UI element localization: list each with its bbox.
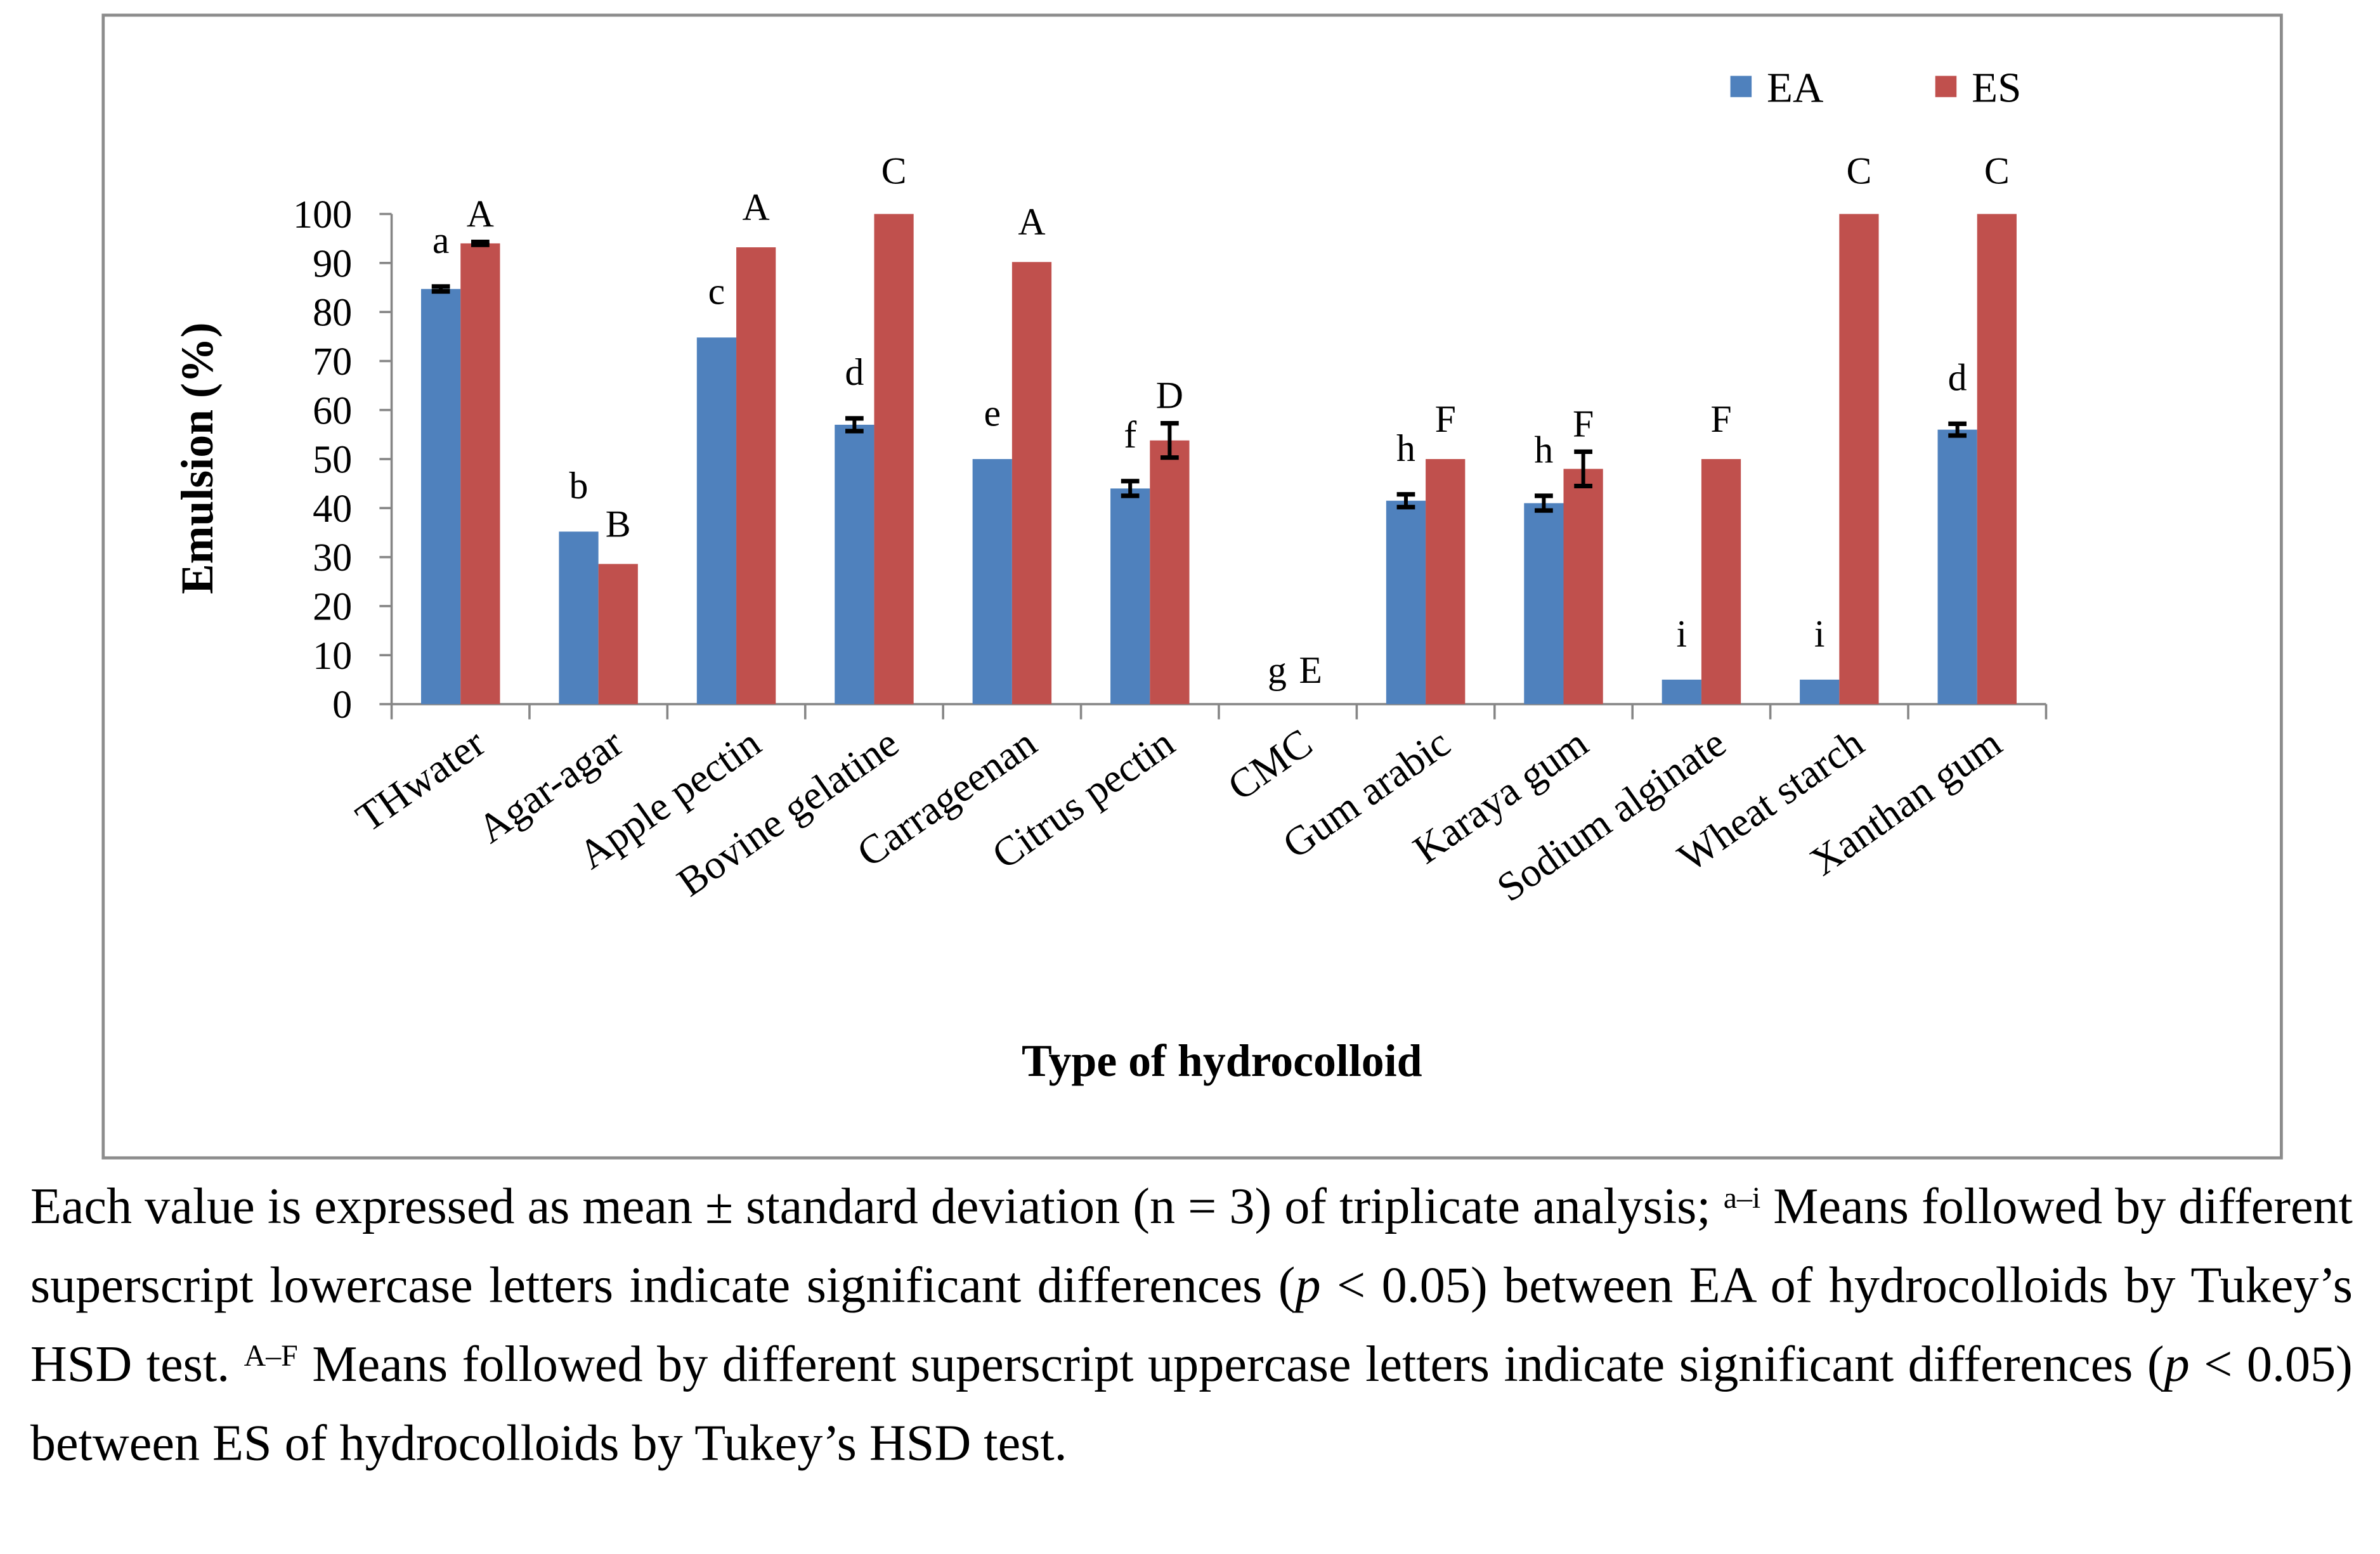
significance-letter: h [1534, 429, 1553, 470]
bar-es [1839, 214, 1879, 704]
caption-text: Means followed by different superscript … [297, 1337, 2164, 1394]
caption-sup: A–F [244, 1340, 298, 1374]
significance-letter: g [1268, 649, 1287, 691]
y-tick-label: 70 [313, 340, 352, 384]
bar-ea [1386, 500, 1426, 704]
y-tick-label: 50 [313, 439, 352, 482]
y-axis-title: Emulsion (%) [172, 322, 223, 594]
bar-es [460, 243, 500, 704]
y-tick-label: 0 [332, 683, 352, 727]
y-tick-label: 60 [313, 389, 352, 432]
significance-letter: i [1814, 612, 1825, 654]
caption-text: Each value is expressed as mean ± standa… [30, 1179, 1724, 1236]
bar-ea [1524, 503, 1564, 704]
bar-es [1011, 262, 1052, 704]
y-tick-label: 90 [313, 242, 352, 285]
y-tick-label: 20 [313, 586, 352, 629]
caption-text: < 0.05) between ES of hydrocolloids by T… [30, 1337, 2353, 1472]
bar-es [1150, 440, 1190, 704]
significance-letter: E [1299, 649, 1322, 691]
y-tick-label: 80 [313, 292, 352, 335]
significance-letter: D [1156, 375, 1183, 417]
y-tick-label: 40 [313, 488, 352, 531]
bar-ea [972, 459, 1012, 704]
significance-letter: C [881, 150, 907, 192]
significance-letter: d [1948, 357, 1967, 399]
y-tick-label: 100 [293, 193, 352, 236]
significance-letter: A [743, 186, 770, 228]
bar-ea [835, 424, 875, 704]
significance-letter: a [432, 219, 450, 261]
x-tick-label: CMC [1219, 720, 1320, 809]
caption-p: p [2164, 1337, 2190, 1394]
y-tick-label: 30 [313, 536, 352, 580]
significance-letter: A [467, 193, 494, 235]
significance-letter: c [708, 271, 725, 313]
bar-es [736, 247, 776, 704]
significance-letter: f [1124, 414, 1136, 456]
bar-es [1701, 459, 1741, 704]
bar-es [1563, 469, 1603, 704]
significance-letter: C [1846, 150, 1871, 192]
caption-sup: a–i [1723, 1182, 1761, 1216]
significance-letter: A [1018, 201, 1045, 243]
bar-es [1426, 459, 1466, 704]
bar-ea [1800, 679, 1840, 704]
legend-swatch-es [1935, 75, 1957, 98]
bar-ea [1110, 488, 1150, 704]
caption-p: p [1295, 1258, 1321, 1314]
significance-letter: d [845, 351, 864, 393]
significance-letter: F [1710, 398, 1731, 440]
x-axis-title: Type of hydrocolloid [1022, 1035, 1422, 1086]
y-tick-label: 10 [313, 635, 352, 678]
bar-es [598, 564, 638, 704]
chart-frame [101, 13, 2283, 1160]
bar-ea [1937, 429, 1977, 704]
x-tick-label: Sodium alginate [1488, 720, 1734, 910]
significance-letter: F [1435, 398, 1456, 440]
significance-letter: i [1676, 612, 1687, 654]
significance-letter: F [1573, 403, 1594, 445]
x-tick-label: THwater [348, 720, 493, 841]
figure-caption: Each value is expressed as mean ± standa… [30, 1169, 2353, 1484]
significance-letter: h [1396, 427, 1415, 469]
bar-es [1977, 214, 2017, 704]
bar-ea [420, 288, 461, 704]
caption-text: Means followed by different superscript … [30, 1179, 2353, 1314]
legend-label: ES [1972, 64, 2021, 111]
significance-letter: b [569, 465, 588, 507]
bar-ea [696, 337, 737, 704]
significance-letter: C [1984, 150, 2010, 192]
legend-label: EA [1767, 64, 1823, 111]
bar-ea [1661, 679, 1701, 704]
bar-es [874, 214, 914, 704]
significance-letter: e [984, 392, 1001, 434]
legend-swatch-ea [1730, 75, 1752, 98]
bar-ea [559, 531, 599, 704]
bar-chart: 0102030405060708090100THwateraAAgar-agar… [172, 64, 2048, 1086]
significance-letter: B [606, 503, 631, 545]
caption-text: < 0.05) between EA of hydrocolloids by T… [30, 1258, 2353, 1394]
